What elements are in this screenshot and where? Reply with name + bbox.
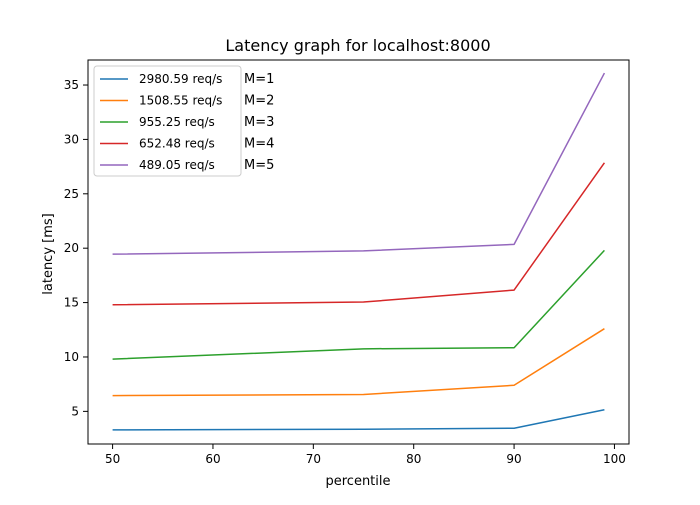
y-tick-label: 30 [64,132,79,146]
chart-title: Latency graph for localhost:8000 [225,36,490,55]
legend-tag: M=3 [244,115,274,130]
legend-label: 2980.59 req/s [139,72,222,86]
series-line-2 [112,328,605,397]
series-line-4 [112,162,606,306]
x-axis-ticks: 50 60 70 80 90 100 [105,444,626,466]
series-layer [112,72,606,431]
plot-frame [87,59,630,445]
x-tick-label: 70 [306,452,321,466]
x-axis-label: percentile [325,474,390,489]
legend-label: 1508.55 req/s [139,94,222,108]
x-tick-label: 80 [406,452,421,466]
y-tick-label: 35 [64,78,79,92]
x-tick-label: 60 [205,452,220,466]
legend-tag: M=1 [244,72,274,87]
x-tick-label: 50 [105,452,120,466]
y-axis-label: latency [ms] [41,213,56,294]
y-axis-ticks: 5 10 15 20 25 30 35 [64,78,88,418]
y-tick-label: 25 [64,187,79,201]
legend-tag: M=2 [244,94,274,109]
x-tick-label: 100 [603,452,626,466]
series-line-1 [112,408,605,431]
y-tick-label: 15 [64,296,79,310]
x-tick-label: 90 [506,452,521,466]
y-tick-label: 10 [64,350,79,364]
legend-label: 955.25 req/s [139,115,215,129]
legend-box [93,65,242,177]
legend-label: 489.05 req/s [139,158,215,172]
y-tick-label: 20 [64,241,79,255]
legend-label: 652.48 req/s [139,137,215,151]
y-tick-label: 5 [71,404,79,418]
legend: 2980.59 req/s M=1 1508.55 req/s M=2 955.25 r… [93,65,274,177]
series-line-3 [112,249,605,360]
legend-tag: M=4 [244,137,274,152]
series-line-5 [112,72,606,255]
legend-tag: M=5 [244,158,274,173]
